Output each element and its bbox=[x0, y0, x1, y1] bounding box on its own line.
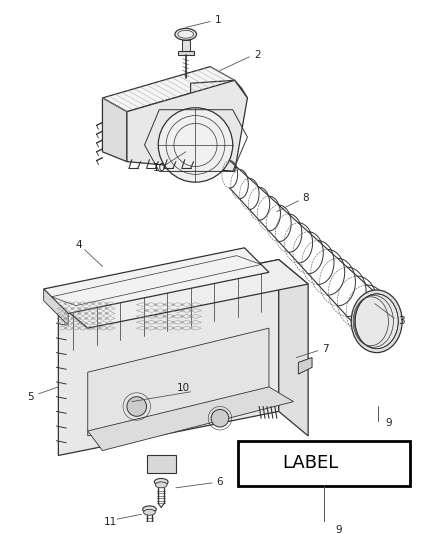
Ellipse shape bbox=[155, 482, 167, 488]
Text: 5: 5 bbox=[28, 392, 34, 402]
Ellipse shape bbox=[355, 294, 398, 349]
Text: 4: 4 bbox=[76, 240, 82, 250]
Ellipse shape bbox=[154, 479, 168, 486]
Polygon shape bbox=[127, 80, 247, 172]
Polygon shape bbox=[279, 260, 308, 436]
Polygon shape bbox=[44, 289, 68, 325]
Polygon shape bbox=[58, 260, 308, 328]
Text: 10: 10 bbox=[153, 164, 166, 173]
Polygon shape bbox=[58, 260, 279, 456]
Text: 2: 2 bbox=[254, 50, 261, 60]
Bar bbox=[238, 441, 410, 486]
Polygon shape bbox=[191, 80, 247, 116]
Polygon shape bbox=[298, 358, 312, 374]
Text: 11: 11 bbox=[104, 517, 117, 527]
Text: 9: 9 bbox=[336, 524, 342, 533]
Polygon shape bbox=[178, 51, 194, 55]
Text: LABEL: LABEL bbox=[282, 454, 339, 472]
Text: 8: 8 bbox=[302, 193, 308, 203]
Ellipse shape bbox=[351, 290, 402, 353]
Ellipse shape bbox=[175, 28, 197, 40]
Text: 6: 6 bbox=[217, 477, 223, 487]
Ellipse shape bbox=[144, 510, 155, 515]
Text: 10: 10 bbox=[177, 383, 190, 393]
Polygon shape bbox=[88, 387, 293, 450]
Polygon shape bbox=[44, 248, 269, 313]
Text: 7: 7 bbox=[322, 344, 329, 354]
Polygon shape bbox=[102, 98, 127, 161]
Ellipse shape bbox=[143, 506, 156, 513]
Circle shape bbox=[158, 108, 233, 182]
Circle shape bbox=[127, 397, 147, 416]
Text: 3: 3 bbox=[398, 316, 405, 326]
Polygon shape bbox=[147, 456, 176, 473]
Circle shape bbox=[211, 409, 229, 427]
Text: 9: 9 bbox=[385, 418, 392, 428]
Polygon shape bbox=[88, 328, 269, 436]
Ellipse shape bbox=[178, 30, 194, 38]
Text: 1: 1 bbox=[215, 14, 221, 25]
Polygon shape bbox=[102, 67, 235, 112]
Polygon shape bbox=[182, 40, 190, 51]
